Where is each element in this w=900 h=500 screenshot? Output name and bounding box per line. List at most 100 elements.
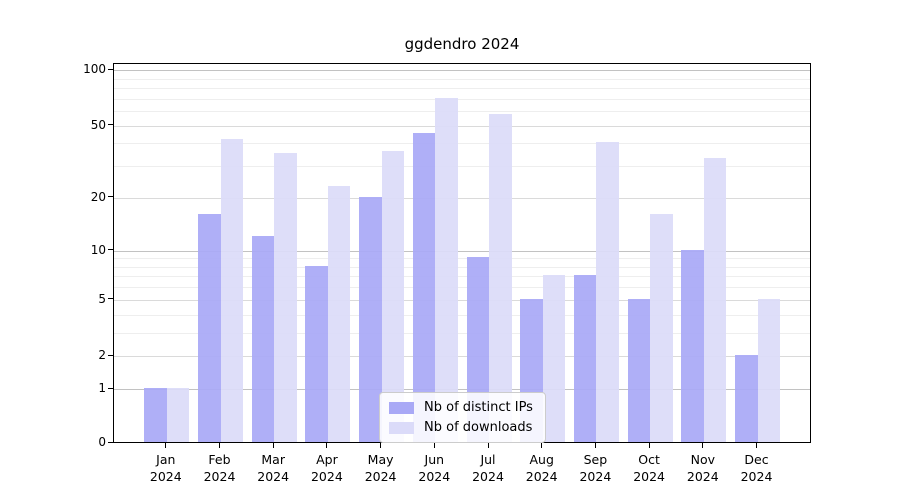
legend: Nb of distinct IPs Nb of downloads (379, 392, 546, 443)
y-axis-tick (108, 124, 113, 126)
legend-item-downloads: Nb of downloads (389, 420, 533, 435)
x-tick-year: 2024 (418, 469, 451, 484)
bar-downloads (703, 157, 727, 442)
x-tick-month: Dec (744, 452, 769, 467)
legend-swatch-downloads (389, 421, 414, 434)
bar-downloads (489, 114, 512, 442)
x-tick-year: 2024 (310, 469, 343, 484)
bar-downloads (596, 142, 619, 442)
bar-distinct-ips (251, 235, 275, 442)
gridline (114, 299, 810, 301)
x-tick-month: Sep (583, 452, 608, 467)
bar-distinct-ips (573, 275, 597, 442)
x-tick-month: Mar (261, 452, 285, 467)
x-tick-label: Aug 2024 (502, 451, 582, 485)
x-tick-label: Apr 2024 (287, 451, 367, 485)
gridline (114, 98, 810, 100)
x-tick-label: Jan 2024 (126, 451, 206, 485)
x-tick-label: Feb 2024 (180, 451, 260, 485)
gridline (114, 143, 810, 145)
y-axis-tick (108, 298, 113, 300)
legend-label-downloads: Nb of downloads (424, 420, 533, 435)
x-axis-tick (756, 443, 757, 448)
y-tick-label: 5 (98, 291, 106, 306)
x-tick-label: Jun 2024 (394, 451, 474, 485)
gridline (114, 266, 810, 268)
x-axis-tick (594, 443, 596, 448)
y-axis-tick (108, 387, 113, 389)
gridline (114, 166, 810, 168)
x-tick-year: 2024 (203, 469, 236, 484)
gridline (114, 332, 810, 334)
x-tick-year: 2024 (579, 469, 612, 484)
x-axis-tick (648, 443, 650, 448)
x-tick-year: 2024 (633, 469, 665, 484)
x-tick-year: 2024 (257, 469, 290, 484)
x-tick-label: Sep 2024 (555, 451, 635, 485)
x-tick-year: 2024 (149, 469, 182, 484)
bar-downloads (542, 275, 566, 442)
x-axis-tick (272, 443, 274, 448)
bar-downloads (166, 388, 190, 442)
x-tick-month: Jun (424, 452, 445, 467)
bar-distinct-ips (144, 388, 167, 442)
legend-label-distinct-ips: Nb of distinct IPs (424, 400, 533, 415)
y-tick-label: 10 (90, 242, 106, 257)
legend-item-distinct-ips: Nb of distinct IPs (389, 400, 533, 415)
x-tick-year: 2024 (686, 469, 719, 484)
x-axis-tick (326, 443, 328, 448)
bar-downloads (220, 138, 243, 442)
bar-distinct-ips (198, 214, 221, 442)
y-tick-label: 100 (83, 62, 106, 76)
x-tick-month: Jul (480, 452, 496, 467)
gridline (114, 389, 810, 391)
y-axis-tick (108, 196, 113, 198)
bar-downloads (327, 186, 351, 442)
y-axis-tick (108, 441, 113, 443)
x-tick-label: Nov 2024 (663, 451, 743, 485)
x-axis-tick (219, 443, 220, 448)
gridline (114, 287, 810, 289)
bar-distinct-ips (627, 298, 651, 442)
gridline (114, 78, 810, 80)
bar-distinct-ips (305, 265, 328, 442)
y-axis-tick (108, 354, 113, 356)
gridline (114, 356, 810, 358)
bar-distinct-ips (681, 249, 704, 442)
gridline (114, 88, 810, 89)
gridline (114, 314, 810, 316)
x-axis-tick (541, 443, 543, 448)
x-tick-year: 2024 (740, 469, 773, 484)
x-tick-label: Dec 2024 (717, 451, 797, 485)
x-axis-tick (433, 443, 435, 448)
y-tick-label: 50 (90, 117, 106, 132)
x-axis-tick (487, 443, 489, 448)
x-tick-month: May (367, 452, 394, 467)
gridline (114, 258, 810, 260)
plot-area: Nb of distinct IPs Nb of downloads (113, 63, 811, 443)
bar-distinct-ips (412, 133, 436, 442)
x-tick-month: Jan (156, 452, 176, 467)
gridline (114, 125, 810, 127)
x-axis-tick (702, 443, 704, 448)
x-tick-month: Oct (638, 452, 660, 467)
y-tick-label: 2 (98, 348, 106, 363)
gridline (114, 197, 810, 199)
gridline (114, 70, 810, 71)
x-tick-month: Apr (316, 452, 338, 467)
gridline (114, 111, 810, 113)
y-tick-label: 20 (90, 189, 106, 204)
y-axis-tick (108, 249, 113, 250)
x-tick-year: 2024 (472, 469, 504, 484)
x-axis-tick (165, 443, 167, 448)
chart-title: ggdendro 2024 (404, 35, 520, 53)
x-tick-month: Feb (208, 452, 231, 467)
bar-distinct-ips (735, 355, 758, 442)
bar-downloads (435, 97, 458, 442)
bar-distinct-ips (359, 196, 382, 442)
y-tick-label: 0 (98, 435, 106, 449)
gridline (114, 276, 810, 278)
x-tick-label: Oct 2024 (609, 451, 689, 485)
x-tick-month: Aug (529, 452, 554, 467)
